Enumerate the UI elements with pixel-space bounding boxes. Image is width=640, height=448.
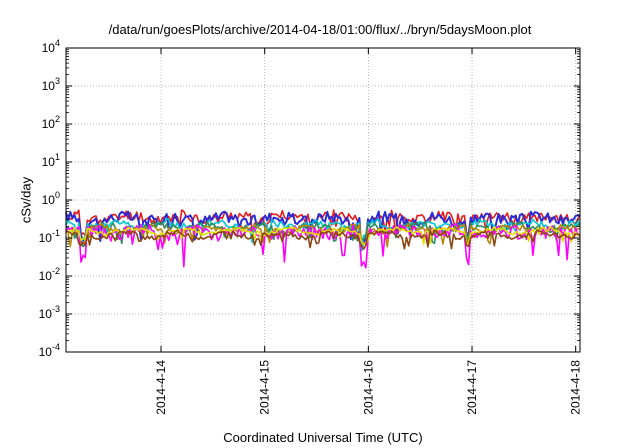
series-line xyxy=(65,226,581,246)
y-tick-label: 104 xyxy=(42,38,60,55)
y-tick-label: 10-2 xyxy=(39,266,60,283)
series-layer xyxy=(65,209,581,269)
chart-title: /data/run/goesPlots/archive/2014-04-18/0… xyxy=(108,22,532,37)
y-tick-label: 103 xyxy=(42,76,60,93)
x-axis-label: Coordinated Universal Time (UTC) xyxy=(223,430,423,445)
y-tick-label: 102 xyxy=(42,114,60,131)
plot-frame xyxy=(65,47,581,353)
y-tick-label: 10-1 xyxy=(39,228,60,245)
y-tick-label: 10-4 xyxy=(39,342,60,359)
x-tick-label: 2014-4-18 xyxy=(569,360,583,415)
x-tick-label: 2014-4-16 xyxy=(361,360,375,415)
x-tick-label: 2014-4-17 xyxy=(465,360,479,415)
y-tick-label: 100 xyxy=(42,190,60,207)
y-tick-label: 10-3 xyxy=(39,304,60,321)
series-line xyxy=(65,229,581,250)
ticks: 10-4 10-3 10-2 10-1 100 101 102 103 104 2014-4-14… xyxy=(39,38,583,415)
x-tick-label: 2014-4-14 xyxy=(154,360,168,415)
y-tick-label: 101 xyxy=(42,152,60,169)
series-line xyxy=(65,223,581,269)
x-tick-label: 2014-4-15 xyxy=(258,360,272,415)
grid xyxy=(66,48,580,352)
